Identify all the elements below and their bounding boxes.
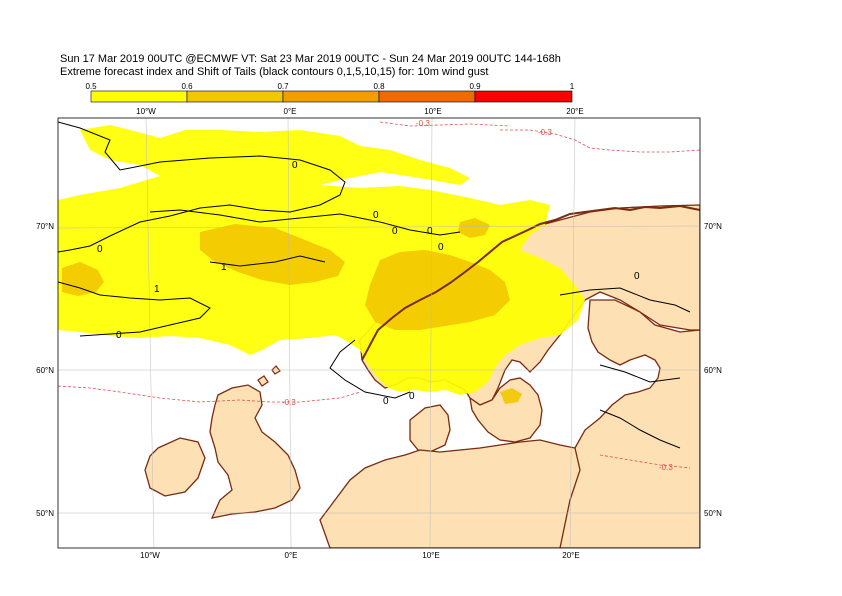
sot-contour-label: 0 bbox=[292, 160, 298, 171]
efi-contour-label: -0.3 bbox=[416, 119, 430, 128]
sot-contour-label: 1 bbox=[154, 284, 160, 295]
lon-labels-top: 10°W 0°E 10°E 20°E bbox=[136, 107, 584, 116]
lon-label: 20°E bbox=[566, 107, 583, 116]
lat-label: 60°N bbox=[36, 366, 54, 375]
sot-contour-label: 0 bbox=[409, 391, 415, 402]
sot-contour-label: 0 bbox=[116, 330, 122, 341]
graticule bbox=[58, 118, 700, 548]
sot-contour-label: 1 bbox=[221, 262, 227, 273]
efi-orange-area bbox=[62, 262, 104, 296]
colorbar-swatch-2 bbox=[186, 90, 284, 103]
denmark-land bbox=[409, 404, 451, 453]
colorbar-swatch-4 bbox=[378, 90, 476, 103]
lon-label: 10°E bbox=[422, 551, 439, 560]
lat-labels-right: 70°N 60°N 50°N bbox=[704, 222, 722, 518]
sot-contours bbox=[58, 121, 691, 449]
sot-contour-label: 0 bbox=[97, 244, 103, 255]
ireland-land bbox=[144, 437, 206, 497]
islands-land bbox=[257, 365, 281, 387]
colorbar-swatch-5 bbox=[474, 90, 573, 103]
great-britain-land bbox=[209, 384, 301, 519]
colorbar-tick-label: 0.9 bbox=[469, 82, 481, 91]
lon-label: 10°W bbox=[136, 107, 156, 116]
map-area: 0 0 0 0 0 0 1 1 0 0 0 0 -0.3 -0.3 -0.3 -… bbox=[58, 118, 700, 548]
efi-orange-area bbox=[458, 218, 490, 238]
colorbar: 0.5 0.6 0.7 0.8 0.9 1 bbox=[85, 82, 575, 103]
lat-label: 70°N bbox=[704, 222, 722, 231]
lat-label: 50°N bbox=[36, 509, 54, 518]
efi-negative-contours bbox=[58, 121, 700, 469]
south-sweden-land bbox=[469, 377, 543, 443]
map-frame bbox=[57, 117, 701, 549]
contour-labels: 0 0 0 0 0 0 1 1 0 0 0 0 -0.3 -0.3 -0.3 -… bbox=[97, 119, 673, 472]
lat-label: 70°N bbox=[36, 222, 54, 231]
colorbar-tick-label: 0.6 bbox=[181, 82, 193, 91]
efi-contour-label: -0.3 bbox=[282, 398, 296, 407]
sot-contour-label: 0 bbox=[634, 271, 640, 282]
colorbar-tick-label: 0.5 bbox=[85, 82, 97, 91]
colorbar-swatch-3 bbox=[282, 90, 380, 103]
map-subtitle: Extreme forecast index and Shift of Tail… bbox=[60, 66, 489, 78]
colorbar-tick-label: 1 bbox=[570, 82, 575, 91]
lon-label: 0°E bbox=[285, 551, 298, 560]
sot-contour-label: 0 bbox=[373, 210, 379, 221]
lat-label: 60°N bbox=[704, 366, 722, 375]
lon-label: 20°E bbox=[562, 551, 579, 560]
lon-label: 10°E bbox=[424, 107, 441, 116]
colorbar-tick-label: 0.8 bbox=[373, 82, 385, 91]
sot-contour-label: 0 bbox=[427, 226, 433, 237]
lon-label: 10°W bbox=[140, 551, 160, 560]
lon-label: 0°E bbox=[284, 107, 297, 116]
colorbar-swatch-1 bbox=[90, 90, 188, 103]
finland-land bbox=[554, 299, 700, 548]
sot-contour-label: 0 bbox=[383, 396, 389, 407]
sot-contour-label: 0 bbox=[392, 226, 398, 237]
lon-labels-bottom: 10°W 0°E 10°E 20°E bbox=[140, 551, 580, 560]
lat-label: 50°N bbox=[704, 509, 722, 518]
efi-orange-area bbox=[500, 388, 522, 404]
sot-contour-label: 0 bbox=[438, 242, 444, 253]
colorbar-tick-label: 0.7 bbox=[277, 82, 289, 91]
map-title: Sun 17 Mar 2019 00UTC @ECMWF VT: Sat 23 … bbox=[60, 53, 561, 65]
efi-contour-label: -0.3 bbox=[659, 463, 673, 472]
europe-land bbox=[319, 439, 581, 548]
lat-labels-left: 70°N 60°N 50°N bbox=[36, 222, 54, 518]
norway-coast bbox=[361, 204, 700, 361]
efi-orange-area bbox=[200, 224, 345, 285]
efi-contour-label: -0.3 bbox=[538, 128, 552, 137]
